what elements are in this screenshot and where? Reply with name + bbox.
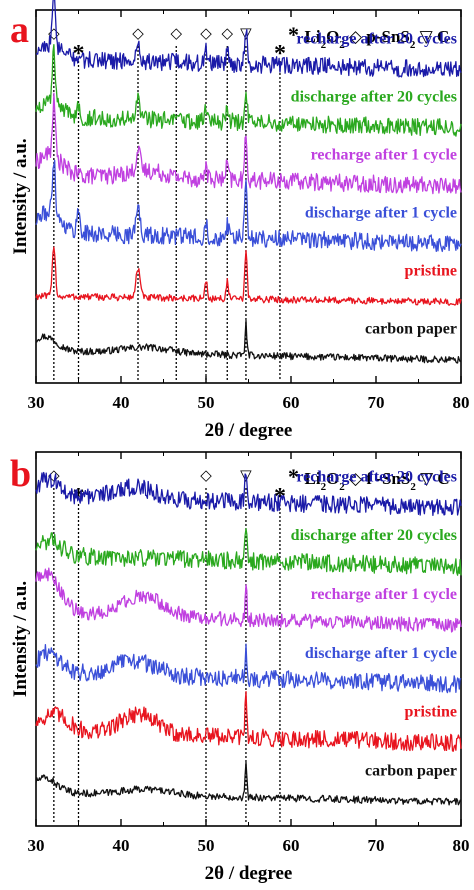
peak-marker: ◇	[170, 26, 182, 42]
series-label: recharge after 1 cycle	[311, 147, 457, 164]
series-label: discharge after 20 cycles	[291, 89, 457, 106]
legend-text: C	[437, 469, 449, 488]
x-tick-label: 30	[28, 393, 45, 412]
legend-text: C	[437, 27, 449, 46]
x-tick-label: 40	[113, 836, 130, 855]
x-tick-label: 50	[198, 836, 215, 855]
x-tick-label: 70	[368, 836, 385, 855]
legend-subscript: 2	[321, 39, 327, 51]
series-label: discharge after 1 cycle	[305, 205, 457, 222]
series-label: carbon paper	[365, 321, 457, 338]
panel-label: b	[10, 453, 31, 495]
x-tick-label: 60	[283, 836, 300, 855]
legend-text: Li	[305, 27, 321, 46]
xrd-series-line	[35, 691, 462, 752]
x-axis-label: 2θ / degree	[205, 420, 293, 441]
legend-subscript: 2	[339, 39, 345, 51]
peak-marker: ◇	[200, 26, 212, 42]
legend-symbol: *	[288, 22, 305, 47]
peak-marker: ◇	[221, 26, 233, 42]
legend-text: p-SnS	[366, 27, 409, 46]
series-label: recharge after 20 cycles	[296, 468, 457, 485]
series-label: discharge after 1 cycle	[305, 645, 457, 662]
x-tick-label: 80	[453, 836, 470, 855]
legend-text: f -SnS	[366, 469, 410, 488]
peak-marker: ◇	[200, 468, 212, 484]
x-tick-label: 30	[28, 836, 45, 855]
x-tick-label: 40	[113, 393, 130, 412]
xrd-series-line	[35, 43, 462, 137]
xrd-series-line	[35, 319, 462, 364]
legend: * Li2O2 ◇ f -SnS2 ▽ C	[288, 464, 450, 493]
legend-text: Li	[305, 469, 321, 488]
xrd-series-line	[35, 246, 462, 306]
legend-subscript: 2	[410, 39, 416, 51]
series-label: recharge after 1 cycle	[311, 586, 457, 603]
x-tick-label: 50	[198, 393, 215, 412]
xrd-series-line	[35, 471, 462, 517]
panel-label: a	[10, 9, 29, 51]
legend-text: O	[326, 469, 339, 488]
legend-symbol: ◇	[345, 469, 367, 488]
xrd-series-line	[35, 761, 462, 806]
xrd-series-line	[35, 643, 462, 694]
legend-subscript: 2	[339, 481, 345, 493]
peak-marker: ◇	[132, 26, 144, 42]
xrd-series-line	[35, 159, 462, 253]
panel-a: a 30 40 50 60 70 80 2θ / degree Intensity / a.u.…	[10, 0, 470, 441]
legend-subscript: 2	[321, 481, 327, 493]
x-tick-label: 70	[368, 393, 385, 412]
x-tick-label: 80	[453, 393, 470, 412]
series-label: pristine	[405, 704, 457, 721]
xrd-series-line	[35, 0, 462, 78]
panel-b: b 30 40 50 60 70 80 2θ / degree Intensity / a.u.…	[10, 451, 470, 884]
legend-symbol: ◇	[345, 27, 367, 46]
series-label: recharge after 20 cycles	[296, 31, 457, 48]
legend-symbol: ▽	[416, 469, 438, 488]
x-tick-label: 60	[283, 393, 300, 412]
series-label: pristine	[405, 263, 457, 280]
y-axis-label: Intensity / a.u.	[10, 138, 31, 254]
x-axis-label: 2θ / degree	[205, 863, 293, 884]
legend-text: O	[326, 27, 339, 46]
series-label: discharge after 20 cycles	[291, 527, 457, 544]
xrd-series-line	[35, 528, 462, 576]
legend: * Li2O2 ◇ p-SnS2 ▽ C	[288, 22, 449, 51]
y-axis-label: Intensity / a.u.	[10, 581, 31, 697]
xrd-series-line	[35, 567, 462, 633]
legend-symbol: *	[288, 464, 305, 489]
legend-symbol: ▽	[415, 27, 437, 46]
series-label: carbon paper	[365, 762, 457, 779]
xrd-series-line	[35, 92, 462, 195]
legend-subscript: 2	[410, 481, 416, 493]
